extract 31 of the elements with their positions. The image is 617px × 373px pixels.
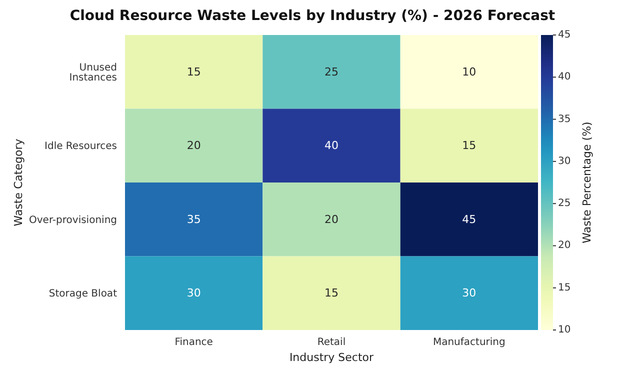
data-label: 10: [462, 65, 476, 78]
x-axis-title: Industry Sector: [289, 351, 374, 364]
data-label: 35: [186, 212, 201, 226]
data-label: 15: [462, 139, 476, 152]
y-tick-label: Idle Resources: [44, 141, 117, 152]
data-label: 25: [324, 65, 338, 78]
x-tick-label: Finance: [174, 337, 213, 348]
y-tick-label: Unused Instances: [69, 62, 117, 84]
x-tick-label: Retail: [317, 337, 346, 348]
data-label: 20: [324, 212, 338, 226]
data-label: 15: [324, 286, 338, 300]
color-bar-label: 10: [558, 324, 571, 336]
color-bar-label: 45: [558, 30, 571, 40]
color-bar-title: Waste Percentage (%): [580, 122, 594, 244]
data-label: 30: [462, 286, 476, 300]
color-bar-label: 35: [558, 114, 571, 125]
data-label: 40: [324, 139, 338, 152]
color-bar-label: 40: [558, 72, 571, 83]
data-label: 45: [462, 212, 476, 226]
color-bar-label: 30: [558, 156, 571, 167]
color-bar-label: 25: [558, 198, 571, 210]
data-label: 30: [186, 286, 201, 300]
color-bar-label: 20: [558, 240, 571, 252]
data-label: 20: [186, 139, 201, 152]
y-axis-title: Waste Category: [12, 138, 25, 226]
y-tick-label: Over-provisioning: [29, 214, 117, 226]
x-tick-label: Manufacturing: [432, 337, 506, 348]
color-bar-label: 15: [558, 282, 571, 294]
chart-title: Cloud Resource Waste Levels by Industry (%) - 2026 Forecast: [68, 8, 556, 24]
data-label: 15: [186, 65, 201, 78]
y-tick-label: Storage Bloat: [48, 288, 118, 300]
